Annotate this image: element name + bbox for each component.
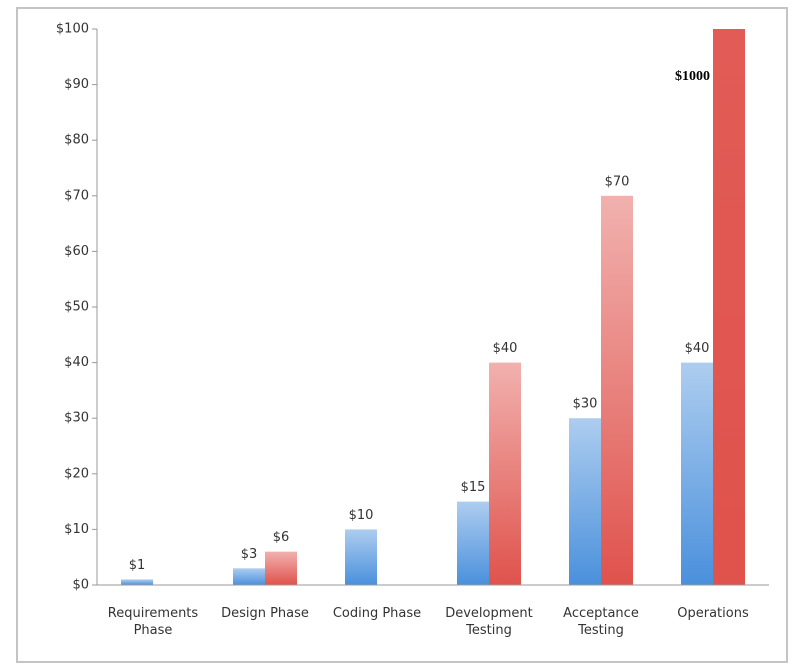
bar <box>457 501 489 585</box>
y-tick-label: $90 <box>64 77 89 92</box>
y-tick-label: $80 <box>64 133 89 148</box>
value-label: $40 <box>685 341 710 356</box>
value-label: $30 <box>573 397 598 412</box>
y-tick-label: $30 <box>64 411 89 426</box>
y-tick-label: $10 <box>64 522 89 537</box>
bar <box>233 568 265 585</box>
bar <box>713 29 745 585</box>
value-label: $15 <box>461 480 486 495</box>
y-tick-label: $0 <box>72 578 89 593</box>
value-label: $70 <box>605 174 630 189</box>
bars <box>121 29 745 585</box>
y-tick-label: $100 <box>56 22 89 37</box>
bar <box>121 579 153 585</box>
bar <box>345 529 377 585</box>
x-tick-label: Development Testing <box>445 606 533 638</box>
bar <box>265 551 297 585</box>
value-label: $3 <box>241 547 258 562</box>
x-tick-label: Coding Phase <box>332 606 422 621</box>
x-tick-label: Requirements Phase <box>107 606 199 638</box>
y-tick-label: $40 <box>64 355 89 370</box>
frame <box>16 7 788 663</box>
value-label: $10 <box>349 508 374 523</box>
value-label: $1 <box>129 558 146 573</box>
y-tick-label: $60 <box>64 244 89 259</box>
x-tick-label: Operations <box>677 606 749 621</box>
value-label: $40 <box>493 341 518 356</box>
bar <box>601 195 633 585</box>
value-label: $1000 <box>675 69 710 84</box>
bar <box>569 418 601 585</box>
value-label: $6 <box>273 530 290 545</box>
x-tick-label: Design Phase <box>221 606 309 621</box>
y-tick-label: $70 <box>64 188 89 203</box>
y-tick-label: $20 <box>64 466 89 481</box>
bar <box>681 362 713 585</box>
bar <box>489 362 521 585</box>
x-tick-label: Acceptance Testing <box>563 606 639 638</box>
y-tick-label: $50 <box>64 300 89 315</box>
